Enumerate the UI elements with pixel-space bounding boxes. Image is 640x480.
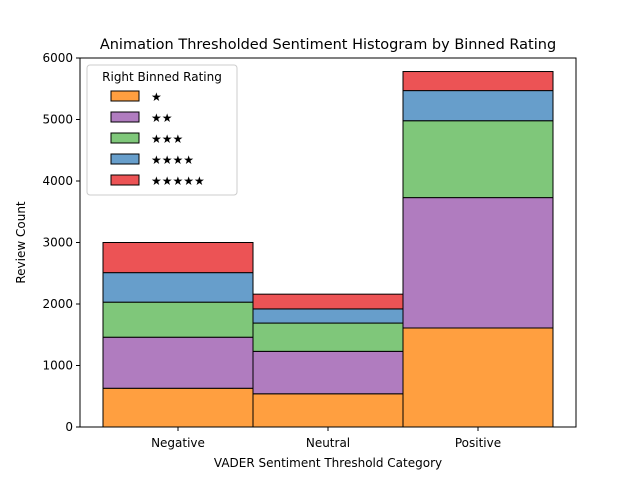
x-tick-label-negative: Negative	[151, 436, 205, 450]
bar-positive-series-5	[402, 71, 554, 92]
legend-swatch-5	[110, 174, 140, 186]
legend-swatch-2	[110, 111, 140, 123]
bar-positive-series-2	[402, 197, 554, 329]
legend-label-4: ★★★★	[151, 153, 194, 167]
legend-swatch-3	[110, 132, 140, 144]
bar-positive-series-3	[402, 120, 554, 199]
y-axis: 0 1000 2000 3000 4000 5000 6000	[42, 51, 80, 434]
legend-label-2: ★★	[151, 111, 173, 125]
y-tick-label: 3000	[42, 236, 73, 250]
bar-negative-series-3	[102, 301, 254, 338]
y-axis-label: Review Count	[14, 201, 28, 284]
legend-label-3: ★★★	[151, 132, 183, 146]
legend-label-1: ★	[151, 90, 162, 104]
bar-neutral-series-4	[252, 308, 404, 324]
bar-negative-series-4	[102, 272, 254, 303]
y-tick-label: 1000	[42, 359, 73, 373]
bar-neutral-series-2	[252, 350, 404, 395]
legend: Right Binned Rating ★★★★★★★★★★★★★★★	[86, 64, 238, 196]
y-tick-label: 6000	[42, 51, 73, 65]
chart-title: Animation Thresholded Sentiment Histogra…	[100, 37, 556, 53]
bar-neutral-series-1	[252, 393, 404, 428]
x-axis: Negative Neutral Positive	[151, 427, 501, 450]
bar-negative-series-1	[102, 387, 254, 428]
bar-negative-series-2	[102, 336, 254, 389]
y-tick-label: 5000	[42, 113, 73, 127]
bar-negative-series-5	[102, 242, 254, 274]
legend-label-5: ★★★★★	[151, 174, 205, 188]
y-tick-label: 4000	[42, 174, 73, 188]
x-axis-label: VADER Sentiment Threshold Category	[214, 456, 442, 470]
x-tick-label-positive: Positive	[455, 436, 501, 450]
legend-swatch-1	[110, 90, 140, 102]
bar-positive-series-4	[402, 90, 554, 122]
x-tick-label-neutral: Neutral	[306, 436, 350, 450]
bars-group	[102, 71, 554, 428]
legend-swatch-4	[110, 153, 140, 165]
y-tick-label: 2000	[42, 297, 73, 311]
bar-neutral-series-3	[252, 322, 404, 352]
legend-title: Right Binned Rating	[102, 70, 222, 84]
y-tick-label: 0	[65, 420, 73, 434]
bar-neutral-series-5	[252, 293, 404, 310]
bar-positive-series-1	[402, 327, 554, 428]
